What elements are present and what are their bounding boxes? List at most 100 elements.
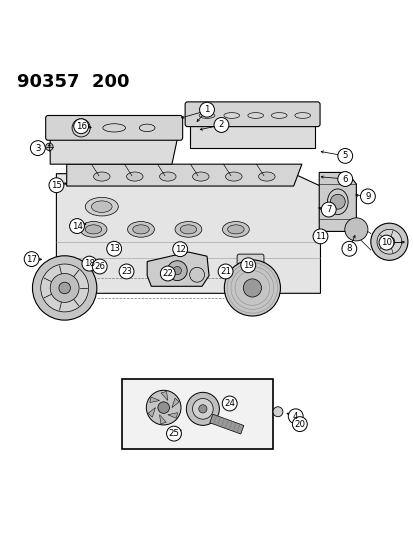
Polygon shape <box>167 413 177 418</box>
Text: 23: 23 <box>121 267 132 276</box>
Text: 22: 22 <box>162 269 173 278</box>
Text: 13: 13 <box>108 244 119 253</box>
Polygon shape <box>318 172 356 231</box>
Circle shape <box>222 396 237 411</box>
Text: 16: 16 <box>76 122 86 131</box>
Circle shape <box>74 119 88 134</box>
Circle shape <box>45 143 53 150</box>
Text: 11: 11 <box>314 232 325 241</box>
Text: 21: 21 <box>220 267 230 276</box>
Ellipse shape <box>126 172 143 181</box>
Ellipse shape <box>159 172 176 181</box>
Circle shape <box>30 141 45 156</box>
Circle shape <box>344 218 367 241</box>
Circle shape <box>341 241 356 256</box>
Circle shape <box>50 273 79 302</box>
Circle shape <box>172 242 187 256</box>
Circle shape <box>24 252 39 266</box>
Circle shape <box>287 409 302 424</box>
Circle shape <box>337 172 352 187</box>
Circle shape <box>199 102 214 117</box>
Circle shape <box>107 241 121 256</box>
Circle shape <box>189 268 204 282</box>
Ellipse shape <box>133 225 149 234</box>
Circle shape <box>292 417 306 432</box>
Polygon shape <box>150 397 159 402</box>
Circle shape <box>330 195 344 209</box>
Text: 4: 4 <box>292 412 298 421</box>
Text: 90357  200: 90357 200 <box>17 74 129 91</box>
Text: 18: 18 <box>84 259 95 268</box>
Text: 20: 20 <box>294 419 305 429</box>
Polygon shape <box>189 122 314 149</box>
Circle shape <box>160 266 175 281</box>
Ellipse shape <box>80 222 107 237</box>
Ellipse shape <box>258 172 274 181</box>
Circle shape <box>157 402 169 414</box>
Ellipse shape <box>93 172 110 181</box>
FancyBboxPatch shape <box>237 254 263 293</box>
Bar <box>122 379 272 449</box>
Polygon shape <box>209 414 243 434</box>
Circle shape <box>119 264 134 279</box>
Circle shape <box>337 149 352 163</box>
Circle shape <box>198 405 206 413</box>
Text: 24: 24 <box>224 399 235 408</box>
Circle shape <box>214 118 228 132</box>
Text: 19: 19 <box>242 261 253 270</box>
Ellipse shape <box>85 197 118 216</box>
Ellipse shape <box>225 172 242 181</box>
Circle shape <box>218 264 233 279</box>
Circle shape <box>376 229 401 254</box>
Circle shape <box>69 219 84 233</box>
Circle shape <box>82 256 97 271</box>
Ellipse shape <box>227 225 244 234</box>
Circle shape <box>312 229 327 244</box>
Circle shape <box>32 256 97 320</box>
Circle shape <box>320 202 335 217</box>
Polygon shape <box>148 408 155 417</box>
Circle shape <box>243 279 261 297</box>
Ellipse shape <box>127 222 154 237</box>
Circle shape <box>383 236 394 247</box>
Circle shape <box>173 266 181 274</box>
Polygon shape <box>147 252 209 286</box>
Circle shape <box>146 390 180 425</box>
Ellipse shape <box>85 225 102 234</box>
Text: 14: 14 <box>71 222 82 231</box>
Polygon shape <box>159 415 166 424</box>
Text: 7: 7 <box>325 205 331 214</box>
Ellipse shape <box>91 201 112 213</box>
Circle shape <box>186 392 219 425</box>
Text: 5: 5 <box>342 151 347 160</box>
Polygon shape <box>161 391 167 400</box>
Circle shape <box>378 235 393 250</box>
Text: 6: 6 <box>342 174 347 183</box>
Ellipse shape <box>192 172 209 181</box>
Text: 25: 25 <box>168 429 179 438</box>
Text: 9: 9 <box>364 192 370 201</box>
FancyBboxPatch shape <box>45 116 182 140</box>
Circle shape <box>166 426 181 441</box>
Text: 12: 12 <box>174 245 185 254</box>
Circle shape <box>167 261 187 280</box>
Ellipse shape <box>180 225 196 234</box>
Polygon shape <box>171 398 179 408</box>
Ellipse shape <box>175 222 202 237</box>
Circle shape <box>49 178 64 192</box>
Text: 2: 2 <box>218 120 224 130</box>
Text: 3: 3 <box>35 143 40 152</box>
Text: 1: 1 <box>204 105 209 114</box>
Circle shape <box>59 282 70 294</box>
Circle shape <box>240 258 255 273</box>
Circle shape <box>272 407 282 417</box>
Circle shape <box>224 260 280 316</box>
FancyBboxPatch shape <box>185 102 319 127</box>
Text: 17: 17 <box>26 255 37 264</box>
Circle shape <box>92 259 107 274</box>
Circle shape <box>370 223 407 260</box>
Text: 15: 15 <box>51 181 62 190</box>
Circle shape <box>360 189 375 204</box>
Text: 26: 26 <box>94 262 105 271</box>
Circle shape <box>40 264 88 312</box>
